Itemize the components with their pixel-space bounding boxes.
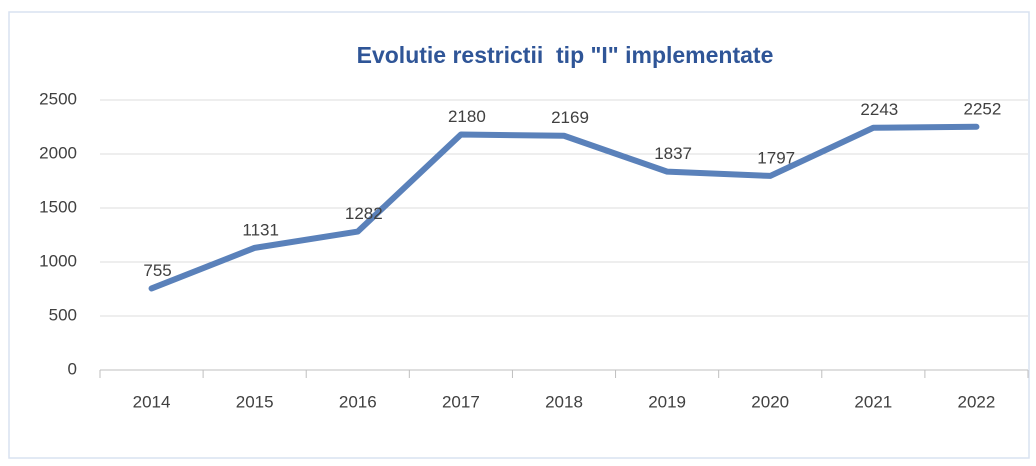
- data-label: 2252: [964, 99, 1002, 118]
- x-tick-label: 2019: [648, 392, 686, 411]
- y-tick-label: 1000: [39, 251, 77, 270]
- y-tick-label: 1500: [39, 197, 77, 216]
- x-tick-label: 2020: [751, 392, 789, 411]
- x-tick-label: 2021: [854, 392, 892, 411]
- chart-title: Evolutie restrictii tip "I" implementate: [357, 42, 774, 68]
- y-tick-label: 2500: [39, 89, 77, 108]
- data-label: 1282: [345, 204, 383, 223]
- y-tick-label: 500: [49, 305, 77, 324]
- data-label: 755: [143, 261, 171, 280]
- x-tick-label: 2017: [442, 392, 480, 411]
- data-label: 2243: [860, 100, 898, 119]
- x-tick-label: 2018: [545, 392, 583, 411]
- y-tick-label: 0: [68, 359, 77, 378]
- data-label: 1837: [654, 144, 692, 163]
- y-tick-label: 2000: [39, 143, 77, 162]
- data-label: 1131: [242, 220, 279, 239]
- data-label: 2180: [448, 107, 486, 126]
- x-tick-label: 2015: [236, 392, 274, 411]
- line: [148, 123, 980, 292]
- x-tick-label: 2022: [958, 392, 996, 411]
- data-label: 1797: [757, 148, 795, 167]
- data-label: 2169: [551, 108, 589, 127]
- x-tick-label: 2014: [133, 392, 171, 411]
- chart-border: [8, 11, 1030, 459]
- x-tick-label: 2016: [339, 392, 377, 411]
